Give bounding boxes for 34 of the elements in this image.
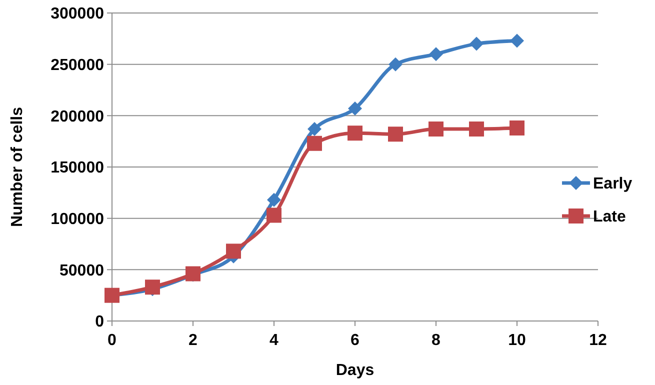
point <box>145 280 160 295</box>
point <box>388 126 403 142</box>
x-tick-label: 6 <box>350 332 360 349</box>
point <box>388 57 402 72</box>
x-tick-label: 10 <box>508 332 526 349</box>
y-tick-label: 250000 <box>50 56 104 74</box>
y-tick-label: 0 <box>95 314 104 331</box>
x-tick-label: 8 <box>432 332 441 349</box>
x-tick-label: 2 <box>188 332 198 349</box>
point <box>266 208 282 223</box>
point <box>470 36 484 51</box>
point <box>469 122 484 137</box>
point <box>510 34 524 48</box>
x-tick-label: 4 <box>270 332 279 349</box>
point <box>226 244 241 259</box>
legend-label: Early <box>593 176 632 193</box>
point <box>348 126 362 141</box>
x-tick-label: 12 <box>589 332 607 349</box>
y-axis-title: Number of cells <box>9 106 26 228</box>
y-tick-label: 50000 <box>60 262 104 280</box>
x-axis-title: Days <box>336 362 374 379</box>
point <box>267 192 281 207</box>
point <box>428 122 444 137</box>
point <box>307 136 322 151</box>
y-tick-label: 100000 <box>50 210 104 228</box>
legend-label: Late <box>593 208 626 226</box>
y-tick-label: 300000 <box>50 6 104 23</box>
point <box>510 120 524 136</box>
point <box>308 122 322 136</box>
x-tick-label: 0 <box>108 332 117 349</box>
point <box>429 47 443 62</box>
y-tick-label: 200000 <box>50 108 104 126</box>
y-tick-label: 150000 <box>50 160 104 177</box>
point <box>348 101 362 116</box>
